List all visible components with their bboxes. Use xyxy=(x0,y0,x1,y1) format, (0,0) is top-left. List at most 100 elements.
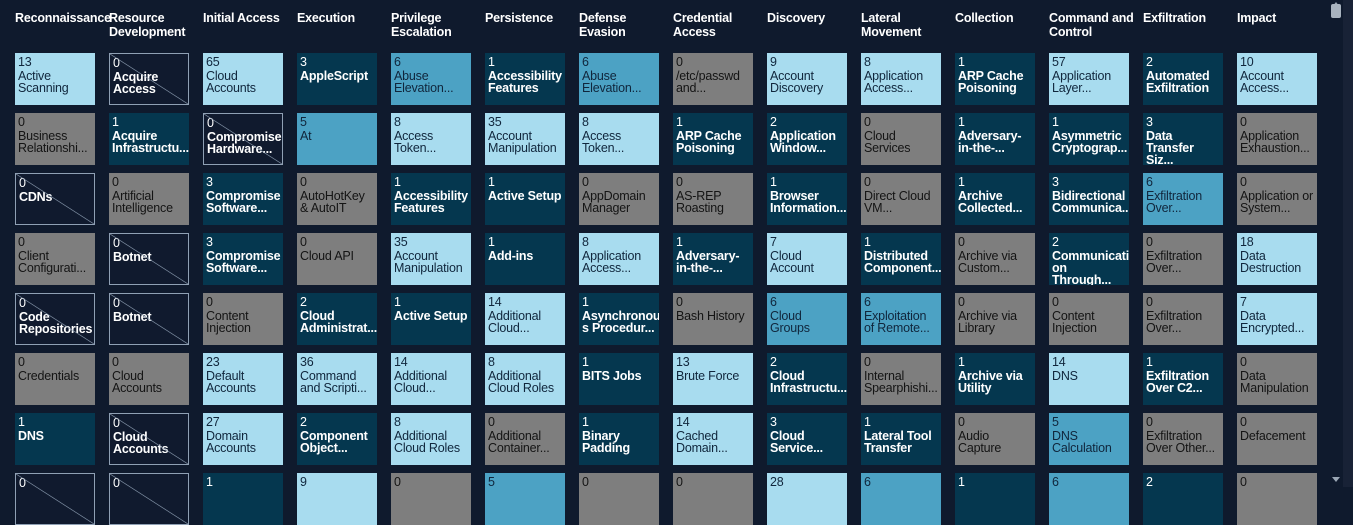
technique-cell[interactable]: 0 Exfiltration Over Other... xyxy=(1143,413,1223,465)
technique-cell[interactable]: 3 AppleScript xyxy=(297,53,377,105)
technique-cell[interactable]: 1 Add-ins xyxy=(485,233,565,285)
tactic-header[interactable]: Privilege Escalation xyxy=(391,11,452,39)
technique-cell[interactable]: 14 Cached Domain... xyxy=(673,413,753,465)
technique-cell[interactable]: 0 Client Configurati... xyxy=(15,233,95,285)
technique-cell[interactable]: 2 Component Object... xyxy=(297,413,377,465)
technique-cell[interactable]: 23 Default Accounts xyxy=(203,353,283,405)
technique-cell[interactable]: 1 Exfiltration Over C2... xyxy=(1143,353,1223,405)
technique-cell[interactable]: 0 Internal Spearphishi... xyxy=(861,353,941,405)
technique-cell[interactable]: 0 Code Repositories xyxy=(15,293,95,345)
tactic-header[interactable]: Impact xyxy=(1237,11,1277,25)
vertical-scrollbar[interactable] xyxy=(1329,0,1343,487)
technique-cell[interactable]: 6 Exfiltration Over... xyxy=(1143,173,1223,225)
technique-cell[interactable]: 0 Business Relationshi... xyxy=(15,113,95,165)
technique-cell[interactable]: 0 Application or System... xyxy=(1237,173,1317,225)
technique-cell[interactable]: 0 AutoHotKey & AutoIT xyxy=(297,173,377,225)
technique-cell[interactable]: 2 Cloud Administrat... xyxy=(297,293,377,345)
technique-cell[interactable]: 0 CDNs xyxy=(15,173,95,225)
technique-cell[interactable]: 8 Access Token... xyxy=(579,113,659,165)
technique-cell[interactable]: 65 Cloud Accounts xyxy=(203,53,283,105)
technique-cell[interactable]: 5 DNS Calculation xyxy=(1049,413,1129,465)
technique-cell[interactable]: 1 DNS xyxy=(15,413,95,465)
technique-cell[interactable]: 0 xyxy=(15,473,95,525)
technique-cell[interactable]: 0 Content Injection xyxy=(1049,293,1129,345)
technique-cell[interactable]: 1 xyxy=(955,473,1035,525)
tactic-header[interactable]: Collection xyxy=(955,11,1014,25)
technique-cell[interactable]: 0 xyxy=(391,473,471,525)
technique-cell[interactable]: 0 Cloud Services xyxy=(861,113,941,165)
technique-cell[interactable]: 5 At xyxy=(297,113,377,165)
technique-cell[interactable]: 1 Active Setup xyxy=(485,173,565,225)
technique-cell[interactable]: 7 Cloud Account xyxy=(767,233,847,285)
technique-cell[interactable]: 10 Account Access... xyxy=(1237,53,1317,105)
technique-cell[interactable]: 35 Account Manipulation xyxy=(391,233,471,285)
technique-cell[interactable]: 0 Exfiltration Over... xyxy=(1143,293,1223,345)
technique-cell[interactable]: 8 Application Access... xyxy=(579,233,659,285)
technique-cell[interactable]: 8 Additional Cloud Roles xyxy=(391,413,471,465)
technique-cell[interactable]: 1 ARP Cache Poisoning xyxy=(955,53,1035,105)
technique-cell[interactable]: 0 Cloud API xyxy=(297,233,377,285)
technique-cell[interactable]: 2 Application Window... xyxy=(767,113,847,165)
technique-cell[interactable]: 2 Automated Exfiltration xyxy=(1143,53,1223,105)
technique-cell[interactable]: 27 Domain Accounts xyxy=(203,413,283,465)
technique-cell[interactable]: 1 Asynchronou s Procedur... xyxy=(579,293,659,345)
technique-cell[interactable]: 0/etc/passwd and... xyxy=(673,53,753,105)
technique-cell[interactable]: 0 xyxy=(1237,473,1317,525)
technique-cell[interactable]: 1 Archive via Utility xyxy=(955,353,1035,405)
technique-cell[interactable]: 1 Accessibility Features xyxy=(391,173,471,225)
technique-cell[interactable]: 6 Exploitation of Remote... xyxy=(861,293,941,345)
technique-cell[interactable]: 0 AS-REP Roasting xyxy=(673,173,753,225)
technique-cell[interactable]: 0 xyxy=(579,473,659,525)
tactic-header[interactable]: Discovery xyxy=(767,11,825,25)
technique-cell[interactable]: 3 Data Transfer Siz... xyxy=(1143,113,1223,165)
technique-cell[interactable]: 13 Active Scanning xyxy=(15,53,95,105)
tactic-header[interactable]: Exfiltration xyxy=(1143,11,1206,25)
technique-cell[interactable]: 9 xyxy=(297,473,377,525)
technique-cell[interactable]: 6 xyxy=(861,473,941,525)
technique-cell[interactable]: 1 Lateral Tool Transfer xyxy=(861,413,941,465)
technique-cell[interactable]: 2 Cloud Infrastructu... xyxy=(767,353,847,405)
technique-cell[interactable]: 35 Account Manipulation xyxy=(485,113,565,165)
technique-cell[interactable]: 0 xyxy=(673,473,753,525)
technique-cell[interactable]: 28 xyxy=(767,473,847,525)
technique-cell[interactable]: 0 Cloud Accounts xyxy=(109,353,189,405)
technique-cell[interactable]: 8 Access Token... xyxy=(391,113,471,165)
technique-cell[interactable]: 6 Abuse Elevation... xyxy=(391,53,471,105)
technique-cell[interactable]: 1 ARP Cache Poisoning xyxy=(673,113,753,165)
tactic-header[interactable]: Defense Evasion xyxy=(579,11,627,39)
tactic-header[interactable]: Command and Control xyxy=(1049,11,1134,39)
technique-cell[interactable]: 6 xyxy=(1049,473,1129,525)
technique-cell[interactable]: 0 Archive via Custom... xyxy=(955,233,1035,285)
technique-cell[interactable]: 3 Compromise Software... xyxy=(203,233,283,285)
technique-cell[interactable]: 0 Credentials xyxy=(15,353,95,405)
tactic-header[interactable]: Persistence xyxy=(485,11,553,25)
tactic-header[interactable]: Lateral Movement xyxy=(861,11,922,39)
technique-cell[interactable]: 0 Exfiltration Over... xyxy=(1143,233,1223,285)
tactic-header[interactable]: Execution xyxy=(297,11,355,25)
technique-cell[interactable]: 3 Cloud Service... xyxy=(767,413,847,465)
technique-cell[interactable]: 14 Additional Cloud... xyxy=(391,353,471,405)
technique-cell[interactable]: 5 xyxy=(485,473,565,525)
scroll-down-arrow-icon[interactable] xyxy=(1332,477,1340,482)
technique-cell[interactable]: 0 Acquire Access xyxy=(109,53,189,105)
technique-cell[interactable]: 6 Abuse Elevation... xyxy=(579,53,659,105)
technique-cell[interactable]: 0 AppDomain Manager xyxy=(579,173,659,225)
technique-cell[interactable]: 0 Application Exhaustion... xyxy=(1237,113,1317,165)
technique-cell[interactable]: 8 Additional Cloud Roles xyxy=(485,353,565,405)
technique-cell[interactable]: 1 Accessibility Features xyxy=(485,53,565,105)
tactic-header[interactable]: Credential Access xyxy=(673,11,733,39)
technique-cell[interactable]: 14 DNS xyxy=(1049,353,1129,405)
technique-cell[interactable]: 1 Adversary-in-the-... xyxy=(955,113,1035,165)
technique-cell[interactable]: 1 xyxy=(203,473,283,525)
technique-cell[interactable]: 2 xyxy=(1143,473,1223,525)
technique-cell[interactable]: 0 Additional Container... xyxy=(485,413,565,465)
technique-cell[interactable]: 3 Bidirectional Communica... xyxy=(1049,173,1129,225)
technique-cell[interactable]: 0 Cloud Accounts xyxy=(109,413,189,465)
technique-cell[interactable]: 0 Botnet xyxy=(109,233,189,285)
technique-cell[interactable]: 1 Asymmetric Cryptograp... xyxy=(1049,113,1129,165)
technique-cell[interactable]: 13 Brute Force xyxy=(673,353,753,405)
technique-cell[interactable]: 0 Bash History xyxy=(673,293,753,345)
technique-cell[interactable]: 14 Additional Cloud... xyxy=(485,293,565,345)
scroll-thumb[interactable] xyxy=(1331,4,1341,18)
technique-cell[interactable]: 1 Active Setup xyxy=(391,293,471,345)
